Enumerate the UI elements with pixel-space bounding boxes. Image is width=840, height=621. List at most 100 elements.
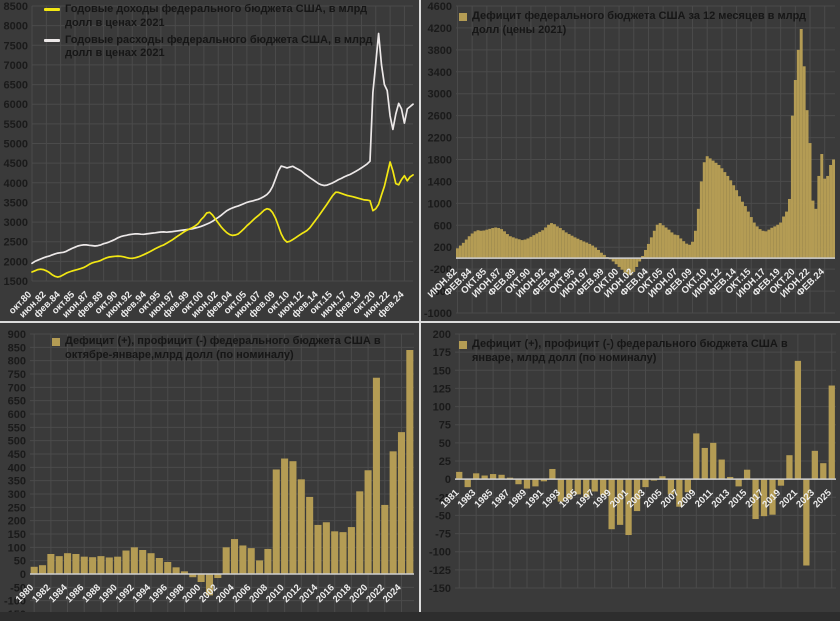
bar <box>673 234 677 259</box>
y-tick-label: 3400 <box>428 67 452 79</box>
bar <box>641 255 645 259</box>
bar <box>726 175 730 259</box>
bar <box>676 479 683 507</box>
bar <box>764 231 768 259</box>
bar <box>829 164 833 259</box>
bar <box>147 553 155 574</box>
bar <box>567 234 571 259</box>
bar <box>491 228 495 259</box>
bar <box>799 29 803 259</box>
bar <box>488 228 492 259</box>
bar <box>727 476 734 480</box>
january-deficit-plot: 200 175 150 125 100 75 50 25 0 -25 -50 -75 -100 -125 -… <box>429 329 836 595</box>
bar <box>591 245 595 259</box>
bar <box>616 479 624 525</box>
bar <box>693 230 697 259</box>
bar <box>767 229 771 259</box>
bar <box>526 238 530 259</box>
y-tick-label: 500 <box>8 436 26 448</box>
bar <box>272 469 280 574</box>
bar <box>823 178 827 259</box>
bar <box>817 175 821 259</box>
bar <box>464 479 471 488</box>
bar <box>623 258 627 273</box>
bar <box>535 233 539 259</box>
y-tick-label: 7000 <box>4 60 28 72</box>
y-tick-label: 1500 <box>4 276 28 288</box>
bar <box>289 461 297 574</box>
bar <box>779 222 783 259</box>
bar <box>614 258 618 265</box>
bar <box>574 479 581 495</box>
bar <box>155 558 163 574</box>
y-tick-label: 1000 <box>428 198 452 210</box>
bar <box>699 181 703 259</box>
bar <box>364 470 372 574</box>
bar <box>599 252 603 259</box>
bar <box>489 474 497 480</box>
bar <box>579 240 583 259</box>
bar <box>122 550 130 574</box>
bar <box>515 479 522 485</box>
bar <box>655 224 659 259</box>
bar <box>139 550 147 574</box>
y-tick-label: -100 <box>4 596 26 608</box>
quadrant-divider-horizontal <box>0 321 840 323</box>
y-tick-label: 100 <box>433 402 451 414</box>
bar <box>503 231 506 259</box>
bar <box>626 258 630 275</box>
bar <box>570 235 574 259</box>
bar <box>723 172 727 259</box>
bar <box>470 233 474 259</box>
bar <box>517 239 521 259</box>
bar <box>306 496 314 574</box>
bar <box>114 556 122 574</box>
bar <box>667 229 671 259</box>
bar <box>456 471 463 480</box>
bar <box>832 159 835 259</box>
bar <box>644 249 647 259</box>
bar <box>189 574 197 578</box>
bar <box>746 211 750 259</box>
y-tick-label: 1800 <box>428 155 452 167</box>
bar <box>740 201 744 259</box>
bar <box>47 554 55 574</box>
y-tick-label: 3800 <box>428 45 452 57</box>
y-tick-label: -600 <box>430 286 452 298</box>
y-tick-label: -150 <box>429 583 451 595</box>
y-tick-label: 200 <box>434 242 452 254</box>
bar <box>717 164 721 259</box>
y-tick-label: 8500 <box>4 1 28 13</box>
bar <box>642 479 649 488</box>
bar <box>549 468 556 480</box>
y-tick-label: 0 <box>445 474 451 486</box>
bar <box>297 479 305 574</box>
bar <box>755 226 759 259</box>
bar <box>582 241 586 259</box>
bar <box>230 539 239 574</box>
bar <box>397 432 406 574</box>
bar <box>481 475 488 480</box>
bar <box>529 236 533 259</box>
y-tick-label: 700 <box>8 382 26 394</box>
y-tick-label: 2200 <box>428 133 452 145</box>
bar <box>389 451 397 574</box>
bar <box>256 560 264 574</box>
bar <box>406 350 414 574</box>
bottom-strip <box>0 612 840 621</box>
bar <box>105 557 113 574</box>
bar <box>541 230 545 259</box>
bar <box>247 548 255 574</box>
bar <box>659 476 666 480</box>
bar <box>322 522 330 574</box>
bar <box>550 223 553 259</box>
bar <box>617 258 621 267</box>
y-tick-label: 4600 <box>428 1 452 13</box>
y-tick-label: 3000 <box>4 217 28 229</box>
y-tick-label: -150 <box>4 609 26 612</box>
bar <box>770 227 774 259</box>
bar <box>679 238 683 259</box>
bar <box>494 227 498 259</box>
y-tick-label: 75 <box>439 420 451 432</box>
y-tick-label: -50 <box>10 582 26 594</box>
